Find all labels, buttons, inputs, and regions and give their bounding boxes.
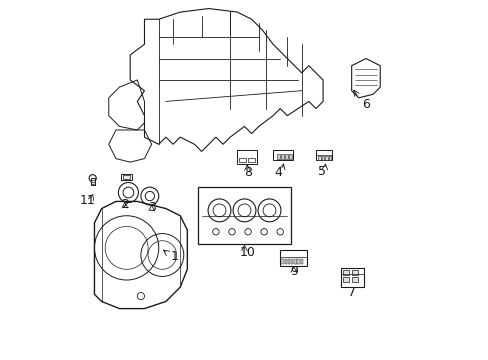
Bar (123, 175, 130, 179)
Text: 2: 2 (121, 198, 128, 211)
Bar (288, 154, 291, 159)
Bar (272, 150, 292, 160)
Bar (285, 154, 287, 159)
Bar (321, 156, 324, 159)
Text: 9: 9 (289, 265, 297, 278)
Bar (297, 258, 299, 264)
Text: 8: 8 (244, 166, 251, 179)
Text: 3: 3 (147, 201, 155, 214)
Bar (237, 150, 257, 164)
Bar (90, 178, 95, 185)
Bar (300, 258, 303, 264)
Bar (281, 258, 283, 264)
Bar (351, 277, 357, 282)
Bar (325, 156, 327, 159)
Text: 1: 1 (170, 250, 179, 263)
Bar (315, 150, 331, 160)
Bar (287, 258, 290, 264)
Text: 10: 10 (239, 246, 255, 258)
Bar (239, 158, 246, 162)
Bar (294, 258, 296, 264)
Bar (280, 249, 306, 266)
Bar (351, 270, 357, 275)
Bar (281, 154, 283, 159)
Bar (247, 158, 254, 162)
Bar (277, 154, 279, 159)
Text: 6: 6 (361, 99, 369, 112)
Bar (328, 156, 331, 159)
Bar (340, 267, 364, 287)
Bar (198, 187, 290, 244)
Bar (121, 174, 132, 180)
Text: 7: 7 (347, 286, 355, 299)
Bar (342, 270, 348, 275)
Bar (284, 258, 286, 264)
Text: 11: 11 (80, 194, 96, 207)
Bar (290, 258, 293, 264)
Bar (317, 156, 320, 159)
Bar (342, 277, 348, 282)
Text: 4: 4 (274, 166, 282, 179)
Text: 5: 5 (318, 165, 325, 177)
